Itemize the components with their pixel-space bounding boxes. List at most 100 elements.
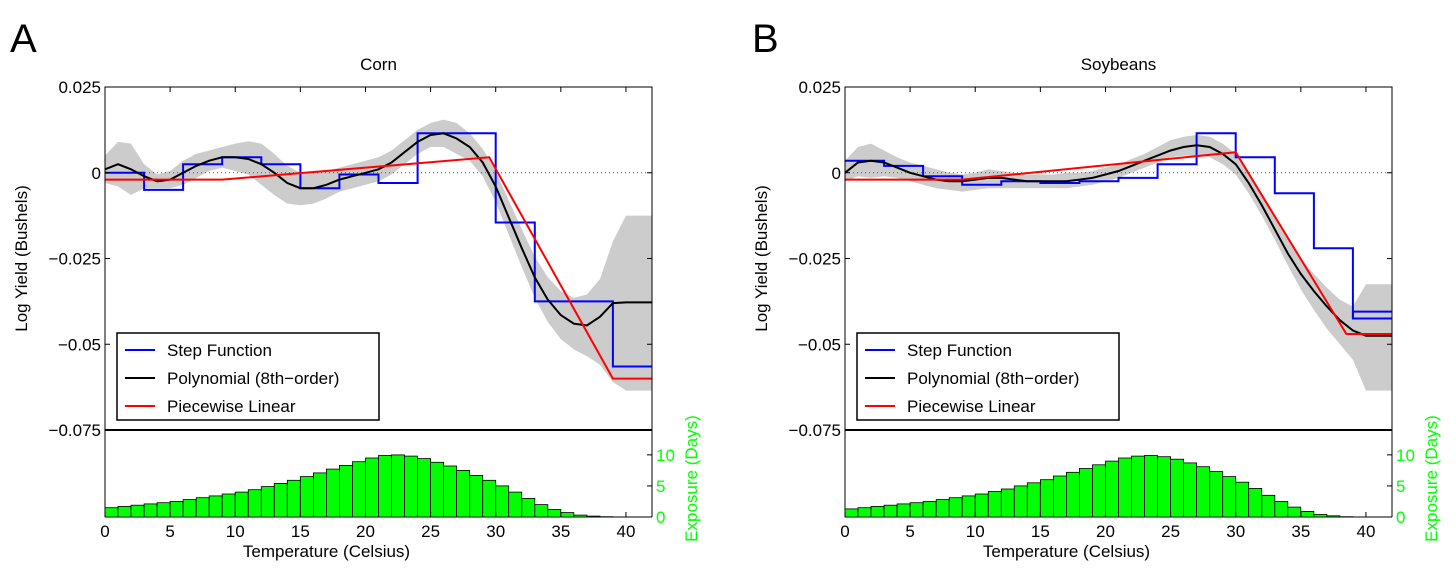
x-tick-label: 25 bbox=[421, 522, 440, 541]
exposure-bar bbox=[1170, 458, 1184, 518]
x-tick-label: 20 bbox=[356, 522, 375, 541]
exposure-bar bbox=[325, 468, 340, 518]
exposure-bar bbox=[573, 514, 588, 518]
exposure-bar bbox=[508, 491, 523, 518]
legend-box bbox=[856, 332, 1120, 421]
series-piecewise-linear bbox=[845, 151, 1392, 335]
exposure-bar bbox=[1313, 514, 1328, 518]
x-tick-label: 15 bbox=[1031, 522, 1050, 541]
legend-box bbox=[116, 332, 380, 421]
exposure-bar bbox=[534, 504, 549, 518]
exposure-tick-label: 0 bbox=[1396, 508, 1405, 527]
legend-step-function-label: Step Function bbox=[167, 341, 272, 360]
exposure-bar bbox=[883, 504, 898, 518]
exposure-axis-label: Exposure (Days) bbox=[1422, 415, 1441, 542]
exposure-bar bbox=[430, 461, 445, 518]
exposure-bar bbox=[974, 493, 989, 518]
legend-piecewise-linear-label: Piecewise Linear bbox=[907, 397, 1036, 416]
y-tick-label: 0.025 bbox=[58, 78, 101, 97]
exposure-bar bbox=[156, 502, 171, 518]
exposure-bar bbox=[391, 454, 405, 518]
exposure-bar bbox=[352, 461, 366, 518]
exposure-bar bbox=[221, 493, 236, 518]
x-tick-label: 20 bbox=[1096, 522, 1115, 541]
exposure-bar bbox=[1144, 455, 1158, 518]
exposure-bar bbox=[1000, 488, 1015, 518]
exposure-bar bbox=[456, 469, 471, 518]
panel-letter: A bbox=[10, 17, 37, 61]
legend-polynomial-label: Polynomial (8th−order) bbox=[167, 369, 339, 388]
y-tick-label: 0 bbox=[832, 164, 841, 183]
x-tick-label: 35 bbox=[551, 522, 570, 541]
series-piecewise-linear bbox=[105, 156, 652, 380]
exposure-bar bbox=[443, 465, 458, 518]
exposure-bar bbox=[482, 479, 497, 518]
exposure-bar bbox=[1326, 515, 1341, 518]
exposure-bar bbox=[586, 515, 601, 518]
exposure-bar bbox=[922, 501, 937, 518]
exposure-bar bbox=[1053, 475, 1067, 518]
exposure-bar bbox=[195, 497, 210, 518]
y-tick-label: −0.075 bbox=[49, 421, 101, 440]
exposure-bar bbox=[169, 501, 184, 518]
exposure-bar bbox=[1196, 466, 1210, 518]
x-tick-label: 40 bbox=[1356, 522, 1375, 541]
x-axis-label: Temperature (Celsius) bbox=[243, 542, 410, 561]
exposure-tick-label: 5 bbox=[1396, 477, 1405, 496]
exposure-bar bbox=[365, 457, 379, 518]
exposure-bar bbox=[844, 508, 859, 518]
exposure-bar bbox=[378, 455, 392, 518]
exposure-bar bbox=[896, 503, 911, 518]
exposure-tick-label: 10 bbox=[656, 446, 675, 465]
exposure-bar bbox=[312, 472, 327, 518]
plot-area bbox=[845, 132, 1392, 391]
exposure-bar bbox=[117, 505, 132, 518]
exposure-bar bbox=[1235, 481, 1250, 518]
x-tick-label: 30 bbox=[486, 522, 505, 541]
legend-step-function-label: Step Function bbox=[907, 341, 1012, 360]
y-tick-label: −0.025 bbox=[789, 250, 841, 269]
exposure-bar bbox=[1209, 471, 1224, 518]
exposure-bar bbox=[234, 491, 249, 518]
exposure-bar bbox=[547, 509, 562, 518]
chart-panel-A: A Corn 0.025 0 −0.025 −0.05 −0.075 Log Yield (B… bbox=[10, 17, 701, 561]
exposure-bar bbox=[1079, 468, 1093, 518]
exposure-tick-label: 5 bbox=[656, 477, 665, 496]
y-tick-label: −0.05 bbox=[58, 335, 101, 354]
y-tick-label: 0.025 bbox=[798, 78, 841, 97]
exposure-bar bbox=[404, 455, 418, 518]
exposure-bar bbox=[961, 495, 976, 518]
legend-polynomial-label: Polynomial (8th−order) bbox=[907, 369, 1079, 388]
x-tick-label: 40 bbox=[616, 522, 635, 541]
y-tick-label: −0.025 bbox=[49, 250, 101, 269]
x-tick-label: 5 bbox=[165, 522, 174, 541]
exposure-tick-label: 0 bbox=[656, 508, 665, 527]
series-step-function bbox=[105, 132, 652, 368]
legend-piecewise-linear-label: Piecewise Linear bbox=[167, 397, 296, 416]
exposure-bar bbox=[1300, 510, 1315, 518]
x-axis-label: Temperature (Celsius) bbox=[983, 542, 1150, 561]
series-step-function bbox=[845, 132, 1392, 320]
exposure-bar bbox=[1066, 471, 1080, 518]
confidence-band bbox=[845, 135, 1392, 391]
exposure-bar bbox=[1274, 501, 1289, 518]
y-tick-label: 0 bbox=[92, 164, 101, 183]
exposure-bar bbox=[935, 499, 950, 518]
exposure-bar bbox=[1261, 494, 1276, 518]
exposure-bar bbox=[495, 485, 510, 518]
exposure-bar bbox=[260, 486, 275, 518]
exposure-bar bbox=[1131, 455, 1145, 518]
y-axis-label: Log Yield (Bushels) bbox=[12, 185, 31, 331]
exposure-bar bbox=[987, 491, 1002, 518]
exposure-axis-label: Exposure (Days) bbox=[682, 415, 701, 542]
chart-title: Soybeans bbox=[1081, 55, 1157, 74]
exposure-bar bbox=[560, 512, 575, 518]
y-tick-label: −0.05 bbox=[798, 335, 841, 354]
exposure-bar bbox=[1092, 464, 1106, 518]
exposure-bar bbox=[469, 474, 484, 518]
exposure-bar bbox=[1026, 482, 1041, 518]
x-tick-label: 0 bbox=[100, 522, 109, 541]
exposure-bar bbox=[1105, 460, 1119, 518]
exposure-bar bbox=[247, 489, 262, 518]
x-tick-label: 35 bbox=[1291, 522, 1310, 541]
